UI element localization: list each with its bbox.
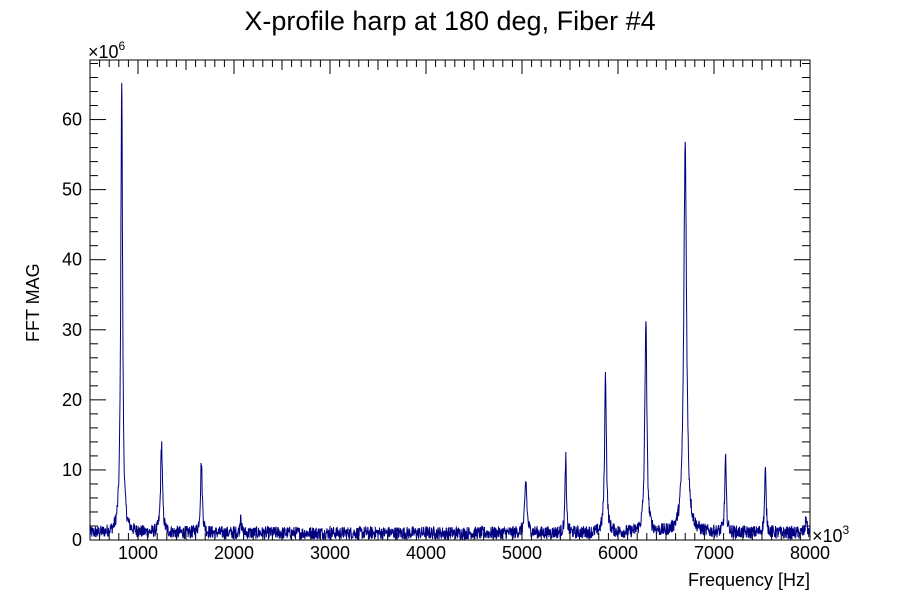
x-tick-label: 7000	[694, 543, 734, 563]
x-tick-label: 5000	[502, 543, 542, 563]
x-axis-label: Frequency [Hz]	[688, 570, 810, 590]
y-tick-label: 40	[62, 250, 82, 270]
y-tick-label: 20	[62, 390, 82, 410]
y-tick-label: 10	[62, 460, 82, 480]
x-multiplier: ×103	[812, 523, 850, 546]
x-tick-label: 4000	[406, 543, 446, 563]
y-tick-label: 30	[62, 320, 82, 340]
y-tick-label: 50	[62, 180, 82, 200]
plot-frame	[89, 59, 811, 541]
y-tick-labels: 0 10 20 30 40 50 60	[62, 110, 82, 550]
plot-area	[89, 59, 811, 542]
x-tick-label: 2000	[214, 543, 254, 563]
major-ticks	[90, 60, 811, 541]
y-tick-label: 0	[72, 530, 82, 550]
y-tick-label: 60	[62, 110, 82, 130]
x-tick-label: 3000	[310, 543, 350, 563]
minor-ticks	[89, 60, 810, 540]
chart-title: X-profile harp at 180 deg, Fiber #4	[244, 6, 655, 36]
y-multiplier-base: ×10	[88, 42, 119, 62]
x-tick-label: 1000	[118, 543, 158, 563]
series-line	[89, 82, 811, 542]
x-multiplier-base: ×10	[812, 526, 843, 546]
y-multiplier-exponent: 6	[119, 39, 126, 53]
x-multiplier-exponent: 3	[843, 523, 850, 537]
y-axis-label: FFT MAG	[23, 263, 43, 342]
x-tick-label: 8000	[790, 543, 830, 563]
x-tick-label: 6000	[598, 543, 638, 563]
y-multiplier: ×106	[88, 39, 126, 62]
x-tick-labels: 1000 2000 3000 4000 5000 6000 7000 8000	[118, 543, 830, 563]
